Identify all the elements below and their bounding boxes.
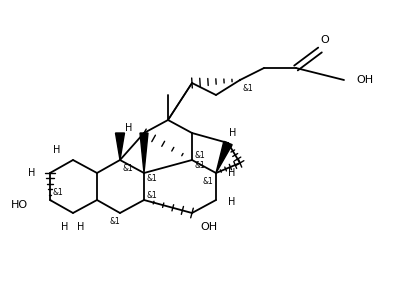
- Text: O: O: [321, 35, 329, 45]
- Text: &1: &1: [110, 216, 120, 226]
- Text: &1: &1: [146, 173, 157, 183]
- Polygon shape: [168, 83, 192, 120]
- Text: H: H: [228, 197, 235, 207]
- Text: &1: &1: [123, 163, 134, 173]
- Text: H: H: [53, 145, 61, 155]
- Text: &1: &1: [146, 191, 157, 200]
- Text: &1: &1: [53, 187, 63, 197]
- Text: &1: &1: [195, 160, 206, 170]
- Text: H: H: [28, 168, 36, 178]
- Polygon shape: [216, 141, 232, 173]
- Text: H: H: [229, 128, 237, 138]
- Polygon shape: [116, 133, 124, 160]
- Text: &1: &1: [203, 176, 213, 186]
- Text: OH: OH: [200, 222, 217, 232]
- Text: OH: OH: [356, 75, 373, 85]
- Text: H: H: [125, 123, 132, 133]
- Text: HO: HO: [11, 200, 28, 210]
- Text: H: H: [228, 168, 235, 178]
- Text: &1: &1: [243, 83, 253, 93]
- Text: H: H: [77, 222, 85, 232]
- Polygon shape: [140, 133, 148, 173]
- Text: &1: &1: [195, 150, 206, 160]
- Text: H: H: [61, 222, 69, 232]
